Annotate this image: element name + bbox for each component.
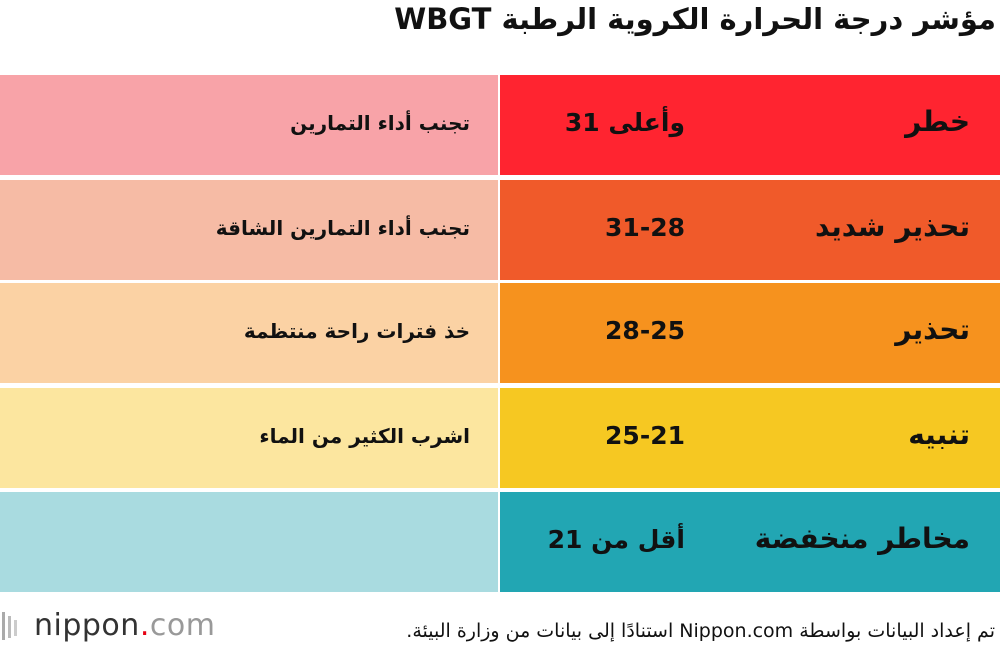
range: 25-21: [605, 421, 685, 450]
level: خطر: [905, 105, 970, 138]
logo: nippon.com: [34, 608, 215, 643]
row-advice-cell: [0, 492, 498, 592]
row-level-cell: [500, 492, 1000, 592]
logo-domain: com: [149, 608, 216, 643]
row-level-cell: [500, 75, 1000, 175]
range: 31 وأعلى: [564, 108, 685, 137]
row-level-cell: [500, 388, 1000, 488]
range: 31-28: [605, 213, 685, 242]
row-advice-cell: [0, 180, 498, 280]
row-advice-cell: [0, 75, 498, 175]
level: تحذير: [895, 313, 970, 346]
level: مخاطر منخفضة: [754, 522, 970, 555]
logo-dot: .: [139, 608, 150, 643]
advice: تجنب أداء التمارين الشاقة: [215, 216, 470, 240]
level: تنبيه: [908, 418, 970, 451]
level: تحذير شديد: [815, 210, 970, 243]
advice: اشرب الكثير من الماء: [259, 424, 470, 448]
source-note: تم إعداد البيانات بواسطة Nippon.com استن…: [406, 620, 995, 642]
range: 28-25: [605, 316, 685, 345]
row-level-cell: [500, 283, 1000, 383]
advice: تجنب أداء التمارين: [290, 111, 470, 135]
logo-icon: [2, 612, 17, 640]
row-advice-cell: [0, 283, 498, 383]
range: أقل من 21: [547, 525, 685, 554]
advice: خذ فترات راحة منتظمة: [243, 319, 470, 343]
row-level-cell: [500, 180, 1000, 280]
row-advice-cell: [0, 388, 498, 488]
logo-name: nippon: [34, 608, 140, 643]
title: مؤشر درجة الحرارة الكروية الرطبة WBGT: [394, 2, 996, 36]
